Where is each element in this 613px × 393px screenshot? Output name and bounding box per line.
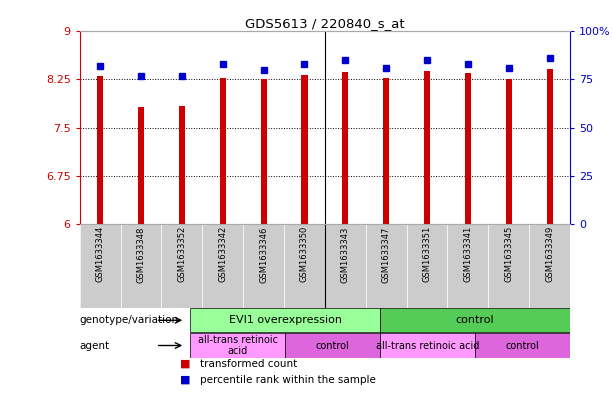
Bar [284,224,325,308]
Text: GSM1633343: GSM1633343 [341,226,350,283]
Text: GSM1633350: GSM1633350 [300,226,309,283]
Bar [547,69,553,224]
Bar [325,224,366,308]
Text: EVI1 overexpression: EVI1 overexpression [229,315,341,325]
Bar [489,224,529,308]
Bar [179,106,185,224]
Text: genotype/variation: genotype/variation [80,315,179,325]
Bar [161,224,202,308]
Text: agent: agent [80,340,110,351]
Bar [366,224,406,308]
Bar [80,224,121,308]
Text: control: control [506,340,539,351]
Bar [243,224,284,308]
Bar [97,76,103,224]
Bar [190,333,285,358]
Bar [406,224,447,308]
Text: GSM1633341: GSM1633341 [463,226,473,283]
Text: all-trans retinoic
acid: all-trans retinoic acid [197,335,278,356]
Title: GDS5613 / 220840_s_at: GDS5613 / 220840_s_at [245,17,405,30]
Text: control: control [316,340,349,351]
Bar [261,79,267,224]
Bar [302,75,308,224]
Bar [383,77,389,224]
Bar [447,224,489,308]
Bar [138,107,144,224]
Bar [380,308,570,332]
Text: GSM1633348: GSM1633348 [137,226,145,283]
Text: GSM1633342: GSM1633342 [218,226,227,283]
Text: GSM1633352: GSM1633352 [177,226,186,283]
Text: GSM1633346: GSM1633346 [259,226,268,283]
Text: percentile rank within the sample: percentile rank within the sample [200,375,376,385]
Text: transformed count: transformed count [200,358,297,369]
Bar [506,79,512,224]
Text: ■: ■ [180,358,191,369]
Bar [475,333,570,358]
Bar [219,78,226,224]
Bar [424,71,430,224]
Text: GSM1633351: GSM1633351 [422,226,432,283]
Bar [529,224,570,308]
Text: GSM1633344: GSM1633344 [96,226,105,283]
Text: GSM1633345: GSM1633345 [504,226,513,283]
Bar [465,73,471,224]
Bar [121,224,161,308]
Bar [285,333,380,358]
Text: GSM1633347: GSM1633347 [382,226,390,283]
Text: control: control [455,315,495,325]
Text: ■: ■ [180,375,191,385]
Bar [342,72,348,224]
Text: all-trans retinoic acid: all-trans retinoic acid [376,340,479,351]
Bar [380,333,475,358]
Bar [202,224,243,308]
Text: GSM1633349: GSM1633349 [545,226,554,283]
Bar [190,308,380,332]
